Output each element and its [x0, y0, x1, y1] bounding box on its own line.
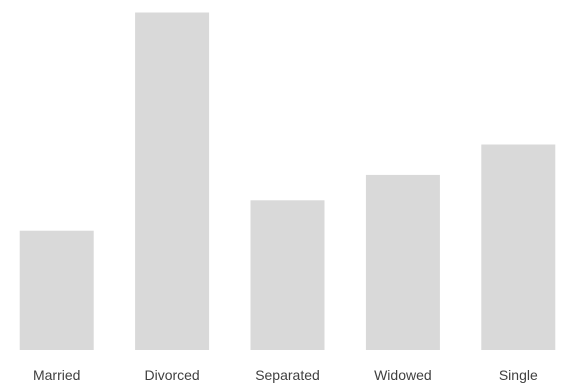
- bar-married: [19, 230, 94, 350]
- bar-divorced: [135, 12, 210, 350]
- category-labels-group: Married Divorced Separated Widowed Single: [33, 367, 538, 383]
- category-label-separated: Separated: [255, 367, 320, 383]
- bar-widowed: [365, 174, 440, 350]
- bars-group: [19, 12, 556, 350]
- category-label-married: Married: [33, 367, 80, 383]
- category-label-widowed: Widowed: [374, 367, 432, 383]
- category-label-divorced: Divorced: [144, 367, 199, 383]
- category-label-single: Single: [499, 367, 538, 383]
- bar-separated: [250, 200, 325, 350]
- bar-single: [481, 144, 556, 350]
